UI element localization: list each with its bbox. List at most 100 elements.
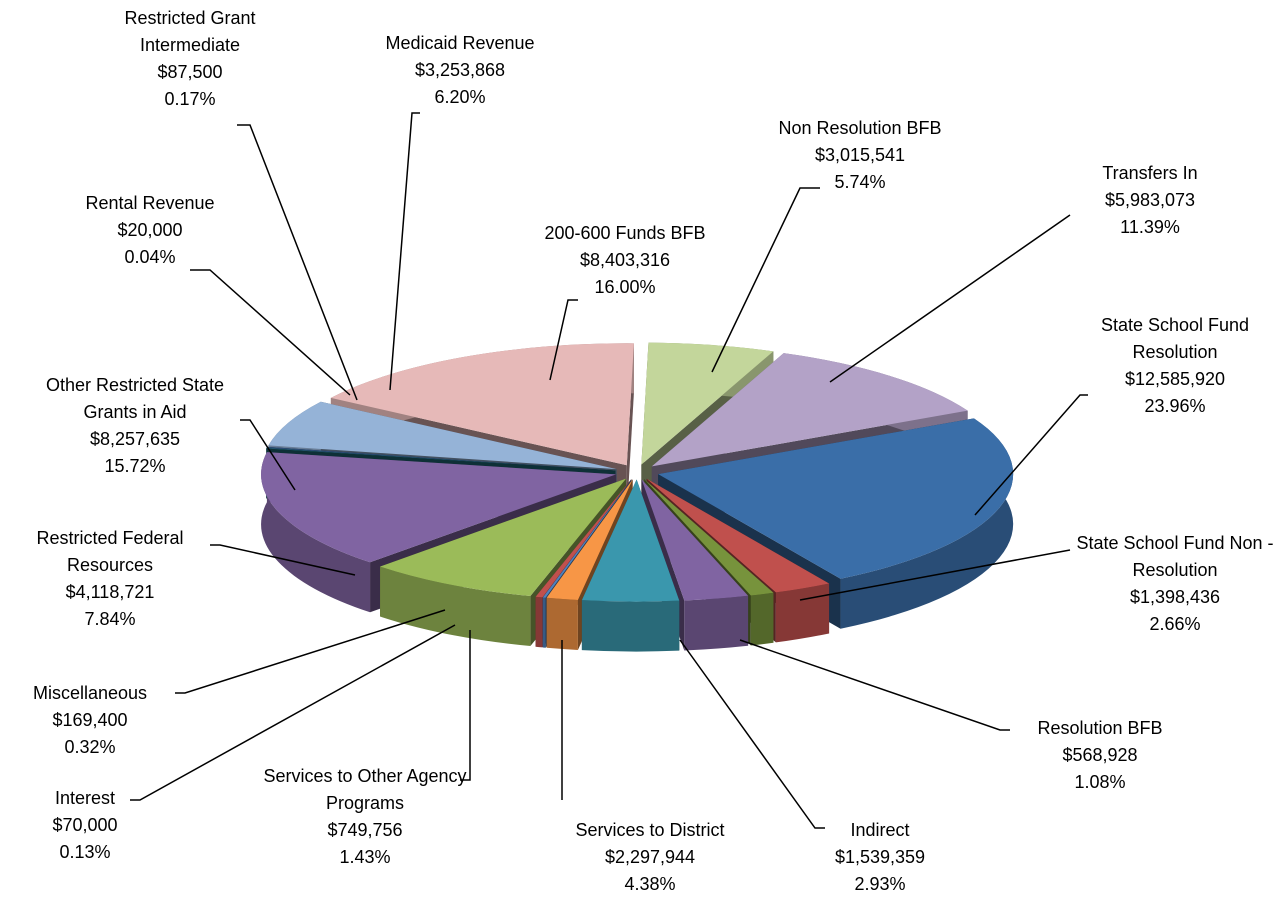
data-label: Medicaid Revenue $3,253,868 6.20% xyxy=(350,30,570,111)
slice-side xyxy=(546,597,578,650)
leader-line xyxy=(460,630,471,781)
slice-side xyxy=(542,597,546,648)
label-percent: 2.66% xyxy=(1149,614,1201,634)
label-percent: 5.74% xyxy=(834,172,886,192)
label-name: Transfers In xyxy=(1102,163,1198,183)
label-percent: 2.93% xyxy=(854,874,906,894)
label-value: $70,000 xyxy=(52,815,118,835)
label-value: $8,403,316 xyxy=(579,250,671,270)
slice-top xyxy=(268,401,617,470)
leader-line xyxy=(130,624,456,801)
data-label: 200-600 Funds BFB $8,403,316 16.00% xyxy=(515,220,735,301)
slice xyxy=(581,479,680,652)
label-name: Non Resolution BFB xyxy=(778,118,942,138)
label-value: $1,398,436 xyxy=(1129,587,1221,607)
label-value: $8,257,635 xyxy=(89,429,181,449)
label-value: $4,118,721 xyxy=(65,582,155,602)
leader-line xyxy=(175,609,446,694)
data-label: Restricted Federal Resources $4,118,721 7.… xyxy=(0,525,220,633)
label-name: Miscellaneous xyxy=(32,683,148,703)
label-value: $169,400 xyxy=(52,710,128,730)
slice-top xyxy=(261,452,617,563)
slice-top xyxy=(535,479,632,598)
label-value: $1,539,359 xyxy=(834,847,926,867)
label-value: $12,585,920 xyxy=(1124,369,1226,389)
leader-line xyxy=(240,419,296,491)
label-name: Resolution BFB xyxy=(1037,718,1163,738)
label-name: Interest xyxy=(54,788,116,808)
data-label: Non Resolution BFB $3,015,541 5.74% xyxy=(730,115,990,196)
slice-top xyxy=(266,448,616,471)
slice-side xyxy=(775,583,830,643)
data-label: State School Fund Resolution $12,585,920 2… xyxy=(1075,312,1275,420)
label-name: Other Restricted State Grants in Aid xyxy=(45,375,225,422)
label-value: $87,500 xyxy=(157,62,223,82)
label-name: Restricted Grant Intermediate xyxy=(124,8,256,55)
label-name: Rental Revenue xyxy=(85,193,215,213)
leader-line xyxy=(389,112,420,391)
data-label: State School Fund Non - Resolution $1,398… xyxy=(1075,530,1275,638)
label-percent: 16.00% xyxy=(594,277,656,297)
slice-top xyxy=(330,343,634,466)
label-percent: 23.96% xyxy=(1144,396,1206,416)
data-label: Services to District $2,297,944 4.38% xyxy=(530,817,770,898)
label-value: $3,015,541 xyxy=(814,145,906,165)
slice-top xyxy=(641,479,749,601)
label-value: $5,983,073 xyxy=(1104,190,1196,210)
leader-line xyxy=(549,299,578,381)
label-name: Restricted Federal Resources xyxy=(36,528,184,575)
leader-line xyxy=(210,544,356,576)
slice xyxy=(641,479,749,651)
label-value: $20,000 xyxy=(117,220,183,240)
label-percent: 7.84% xyxy=(84,609,136,629)
label-name: State School Fund Resolution xyxy=(1100,315,1250,362)
leader-line xyxy=(237,124,358,401)
label-name: Services to District xyxy=(575,820,725,840)
data-label: Indirect $1,539,359 2.93% xyxy=(800,817,960,898)
slice-top xyxy=(380,478,627,597)
slice-top xyxy=(266,446,616,471)
slice-top xyxy=(641,342,774,465)
data-label: Services to Other Agency Programs $749,75… xyxy=(255,763,475,871)
leader-line xyxy=(190,269,351,396)
leader-line xyxy=(974,394,1088,516)
slice-top xyxy=(644,479,774,596)
data-label: Miscellaneous $169,400 0.32% xyxy=(5,680,175,761)
slice-side xyxy=(840,418,1014,629)
slice-side xyxy=(581,600,680,652)
label-value: $749,756 xyxy=(327,820,403,840)
label-name: Services to Other Agency Programs xyxy=(263,766,467,813)
data-label: Rental Revenue $20,000 0.04% xyxy=(50,190,250,271)
slice-side xyxy=(380,566,531,647)
label-name: 200-600 Funds BFB xyxy=(544,223,706,243)
label-percent: 4.38% xyxy=(624,874,676,894)
slice-top xyxy=(651,353,968,467)
label-percent: 0.32% xyxy=(64,737,116,757)
slice-top xyxy=(658,418,1014,579)
data-label: Other Restricted State Grants in Aid $8,2… xyxy=(20,372,250,480)
leader-line xyxy=(711,187,820,373)
slice-side xyxy=(750,592,774,646)
label-percent: 0.13% xyxy=(59,842,111,862)
slice-top xyxy=(646,478,830,593)
leader-line xyxy=(829,214,1071,383)
leader-line xyxy=(799,549,1071,601)
label-percent: 0.04% xyxy=(124,247,176,267)
data-label: Restricted Grant Intermediate $87,500 0.17… xyxy=(100,5,280,113)
leader-line xyxy=(739,639,1010,731)
slice-side xyxy=(684,595,749,651)
data-label: Resolution BFB $568,928 1.08% xyxy=(1000,715,1200,796)
label-percent: 1.43% xyxy=(339,847,391,867)
label-name: Indirect xyxy=(850,820,910,840)
label-percent: 11.39% xyxy=(1120,217,1180,237)
label-value: $3,253,868 xyxy=(414,60,506,80)
slice-side xyxy=(535,596,543,648)
label-name: State School Fund Non - Resolution xyxy=(1076,533,1274,580)
slice-top xyxy=(542,479,632,598)
slice-top xyxy=(581,479,680,602)
label-percent: 15.72% xyxy=(104,456,166,476)
leader-line xyxy=(679,639,825,829)
label-percent: 6.20% xyxy=(434,87,486,107)
